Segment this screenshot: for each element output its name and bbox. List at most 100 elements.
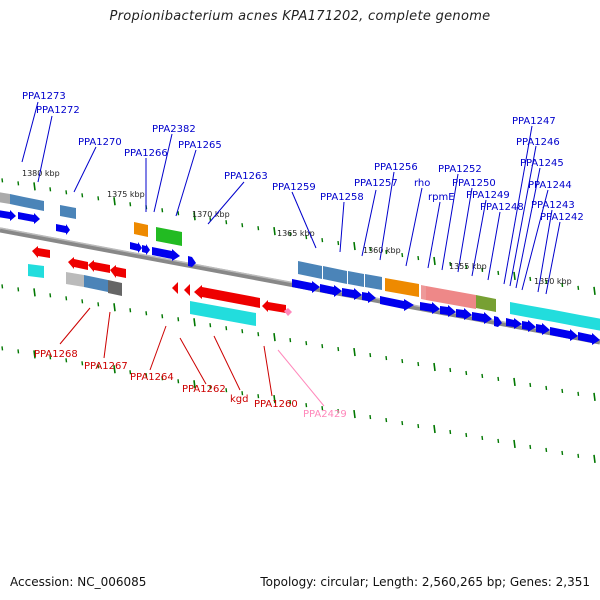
gene-arrow-forward: [440, 305, 456, 317]
scale-tick-minor: [257, 226, 260, 231]
gene-label-ppa2382: PPA2382: [152, 124, 196, 135]
scale-tick-minor: [177, 317, 180, 322]
scale-tick-minor: [305, 341, 308, 346]
gene-arrow-forward: [380, 296, 414, 311]
scale-tick-major: [193, 380, 196, 389]
scale-tick-minor: [481, 267, 484, 273]
gene-label-ppa1260: PPA1260: [254, 399, 298, 410]
scale-tick-major: [113, 365, 116, 374]
gene-arrow-reverse: [88, 260, 110, 273]
scale-label-1365: 1365 kbp: [277, 229, 315, 238]
scale-label-1350: 1350 kbp: [534, 277, 572, 286]
scale-tick-minor: [465, 264, 468, 270]
feature-bar-cyan-c: [554, 310, 580, 327]
scale-tick-minor: [465, 370, 468, 376]
scale-tick-minor: [497, 376, 500, 382]
gene-arrow-reverse: [184, 284, 190, 296]
gene-arrow-forward: [130, 242, 142, 253]
gene-label-ppa1257: PPA1257: [354, 178, 398, 189]
scale-tick-minor: [545, 279, 548, 285]
gene-label-ppa1272: PPA1272: [36, 105, 80, 116]
gene-label-ppa1263: PPA1263: [224, 171, 268, 182]
scale-tick-minor: [465, 432, 468, 438]
scale-tick-minor: [417, 361, 420, 367]
gene-arrow-reverse: [110, 265, 126, 278]
feature-bar-cyan-d: [580, 315, 600, 331]
gene-arrow-forward: [18, 212, 40, 224]
scale-tick-minor: [529, 382, 532, 388]
scale-tick-minor: [17, 349, 20, 354]
feature-bar-grey-left: [0, 192, 10, 204]
scale-tick-minor: [497, 438, 500, 444]
feature-bar-steelblue-rev: [84, 275, 108, 292]
scale-tick-minor: [449, 261, 452, 267]
scale-tick-major: [193, 212, 196, 221]
gene-label-ppa1264: PPA1264: [130, 372, 174, 383]
scale-tick-major: [513, 271, 516, 281]
scale-tick-minor: [401, 252, 404, 258]
scale-tick-minor: [161, 376, 164, 381]
scale-tick-minor: [529, 444, 532, 450]
gene-arrow-forward: [56, 224, 70, 235]
gene-label-rho: rho: [414, 178, 430, 189]
scale-tick-minor: [145, 373, 148, 378]
feature-bar-steelblue-a: [24, 197, 44, 211]
scale-tick-minor: [241, 391, 244, 396]
scale-label-1370: 1370 kbp: [192, 210, 230, 219]
scale-tick-minor: [481, 373, 484, 379]
reverse-gene-arrows: [32, 246, 286, 313]
scale-tick-minor: [289, 232, 292, 237]
gene-arrow-forward: [142, 244, 150, 255]
scale-tick-minor: [481, 435, 484, 441]
feature-bar-darkgrey-rev: [108, 280, 122, 296]
scale-tick-minor: [1, 346, 4, 351]
gene-arrow-forward: [0, 210, 16, 221]
gene-label-ppa1245: PPA1245: [520, 158, 564, 169]
scale-tick-minor: [145, 311, 148, 316]
scale-tick-minor: [369, 352, 372, 358]
map-title: Propionibacterium acnes KPA171202, compl…: [109, 9, 491, 24]
gene-arrow-forward: [362, 291, 376, 303]
gene-arrow-forward: [472, 312, 492, 324]
scale-tick-minor: [417, 255, 420, 261]
gene-arrow-forward: [522, 320, 536, 332]
scale-tick-major: [273, 333, 276, 342]
gene-label-ppa1266: PPA1266: [124, 148, 168, 159]
scale-tick-minor: [225, 220, 228, 225]
scale-tick-major: [113, 303, 116, 312]
scale-tick-minor: [129, 308, 132, 313]
gene-label-ppa1246: PPA1246: [516, 137, 560, 148]
scale-tick-minor: [177, 379, 180, 384]
scale-tick-minor: [497, 270, 500, 276]
scale-tick-minor: [369, 414, 372, 420]
gene-label-kgd: kgd: [230, 394, 249, 405]
gene-arrow-reverse: [262, 300, 286, 313]
scale-tick-minor: [49, 187, 52, 192]
gene-label-ppa1243: PPA1243: [531, 200, 575, 211]
gene-arrow-pseudo: [284, 308, 292, 316]
scale-tick-major: [193, 318, 196, 327]
gene-label-ppa1267: PPA1267: [84, 361, 128, 372]
scale-tick-minor: [577, 453, 580, 458]
scale-tick-major: [513, 377, 516, 387]
scale-tick-minor: [321, 406, 324, 411]
scale-tick-minor: [545, 385, 548, 391]
scale-tick-major: [353, 347, 356, 357]
scale-tick-minor: [1, 178, 4, 183]
scale-tick-minor: [305, 403, 308, 408]
scale-tick-minor: [321, 344, 324, 349]
scale-tick-minor: [81, 299, 84, 304]
scale-tick-minor: [385, 417, 388, 423]
scale-tick-major: [273, 395, 276, 404]
gene-arrow-forward: [152, 247, 180, 261]
scale-tick-minor: [305, 235, 308, 240]
feature-bar-cyan-rev-a: [28, 264, 44, 278]
gene-arrow-forward: [188, 256, 196, 267]
gene-label-ppa1244: PPA1244: [528, 180, 572, 191]
scale-tick-minor: [545, 447, 548, 453]
feature-bar-orange-b: [385, 278, 419, 297]
accession-text: Accession: NC_006085: [10, 575, 147, 589]
scale-tick-minor: [417, 423, 420, 429]
scale-tick-minor: [337, 241, 340, 246]
